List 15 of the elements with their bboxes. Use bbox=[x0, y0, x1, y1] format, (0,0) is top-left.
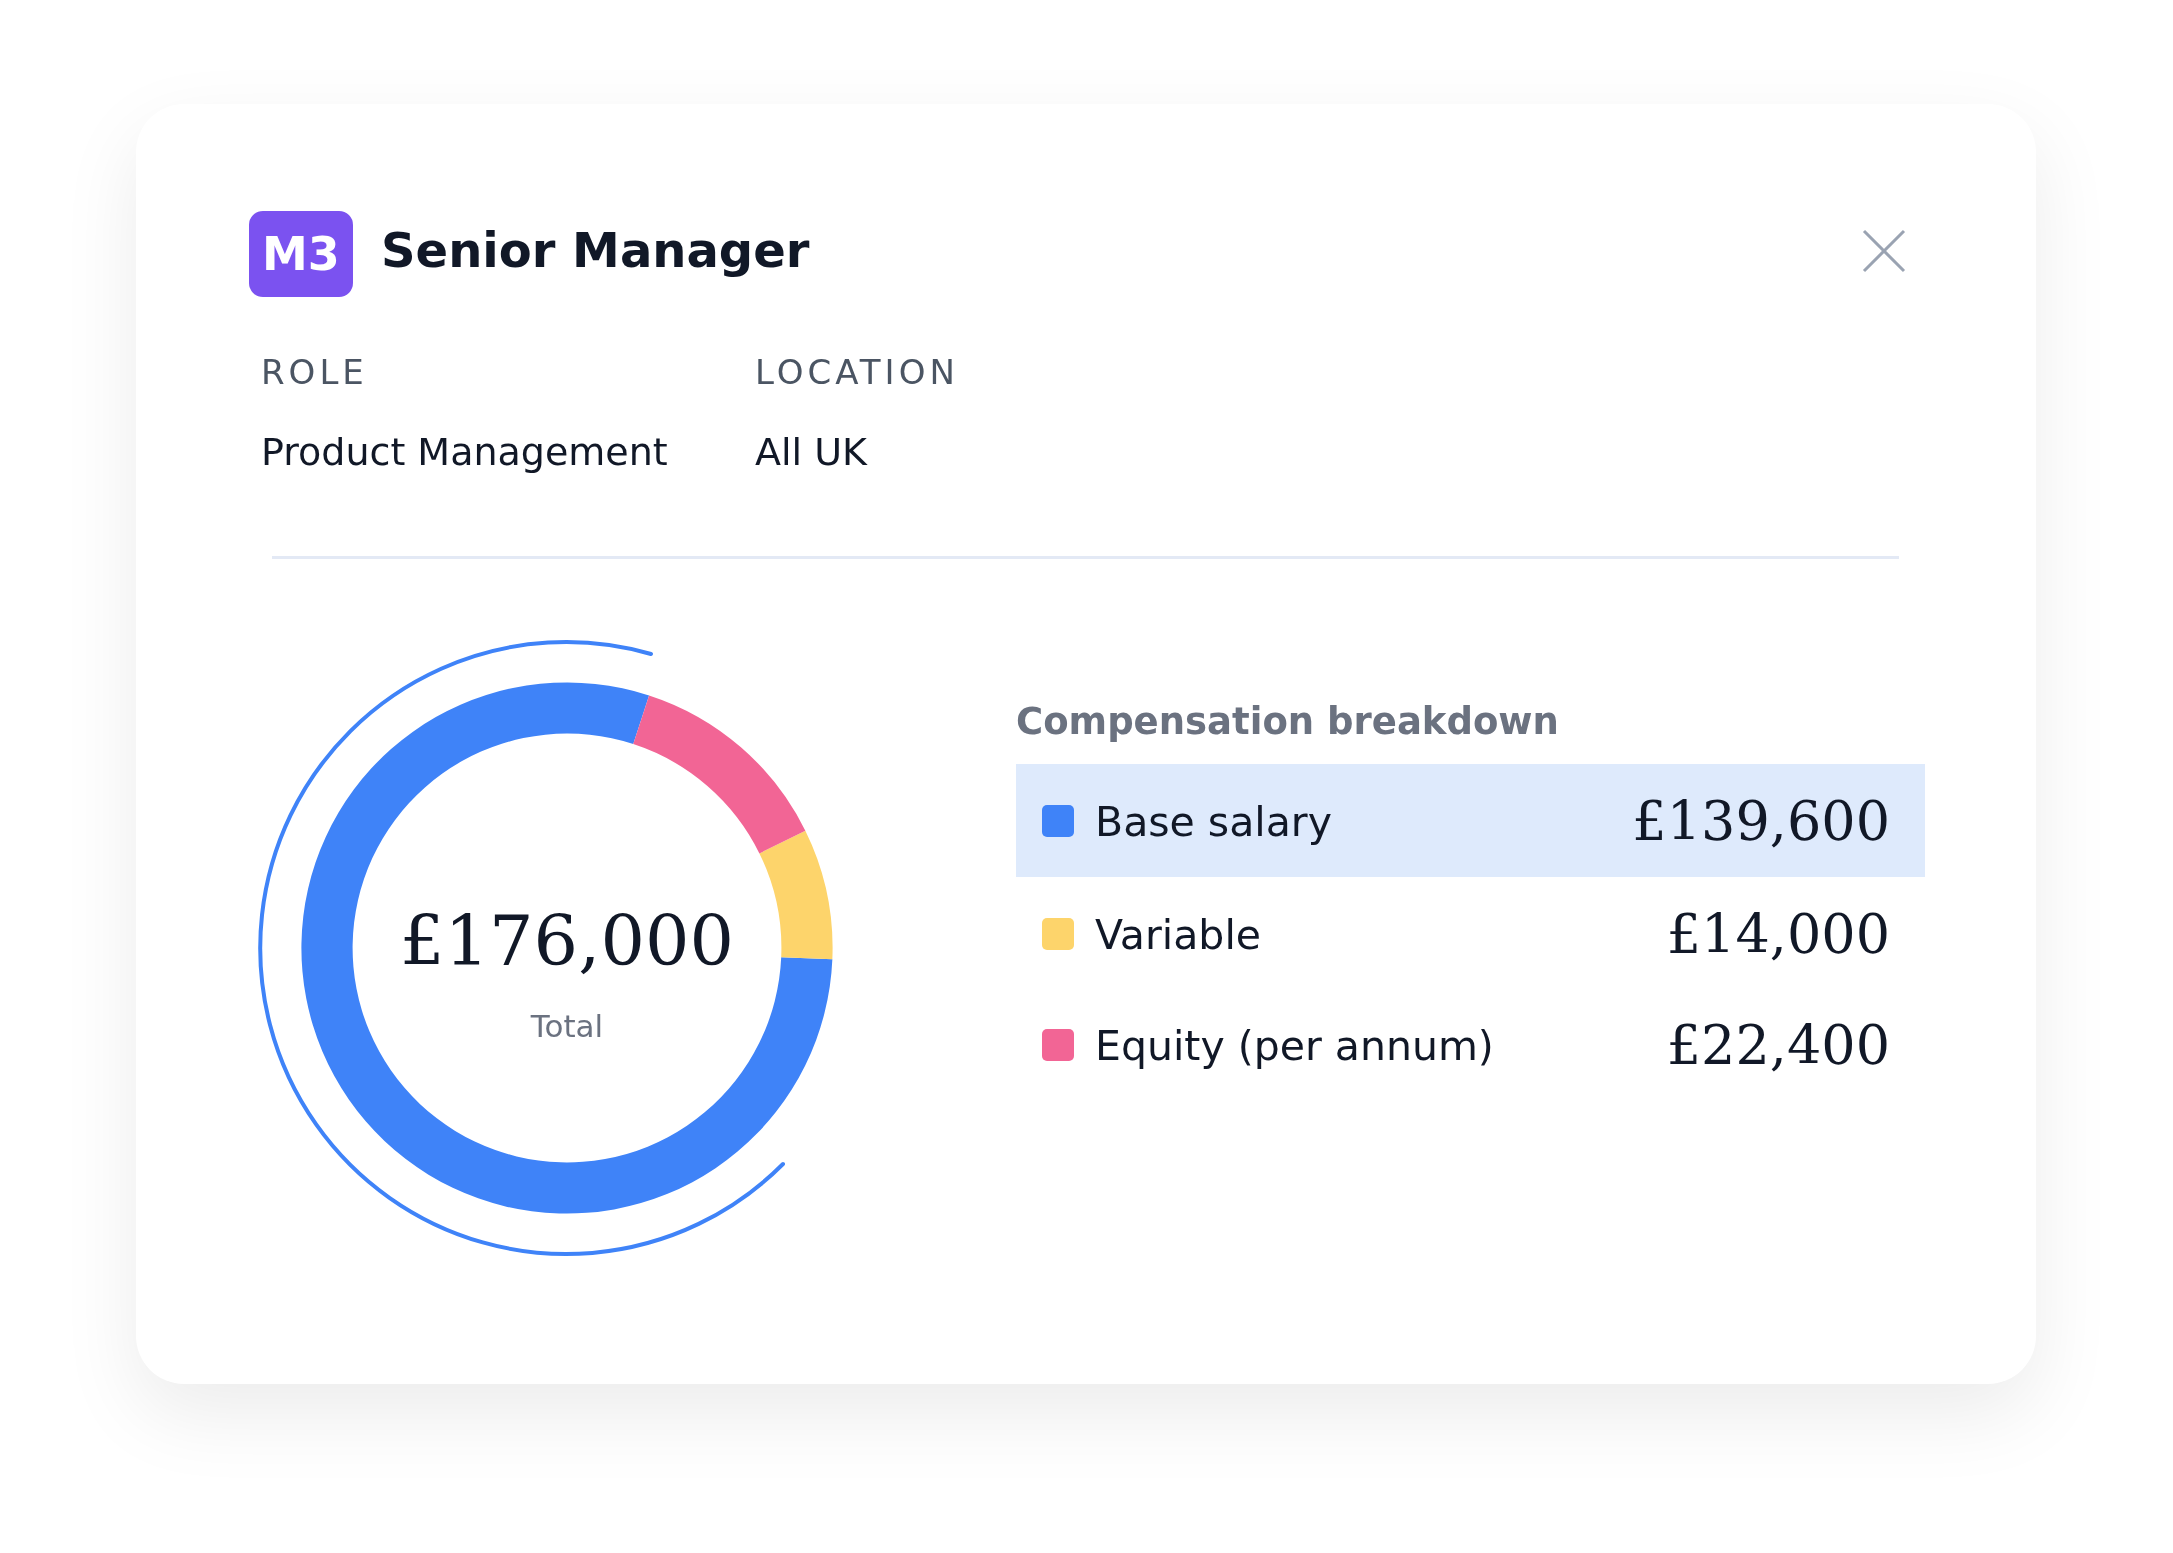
text: Compensation breakdown bbox=[1016, 700, 1559, 743]
text: M3 bbox=[249, 211, 353, 297]
text: Total bbox=[529, 1008, 605, 1044]
text: ROLE bbox=[261, 352, 368, 392]
text: LOCATION bbox=[755, 352, 959, 392]
text: All UK bbox=[755, 430, 867, 474]
data-label: £139,600 bbox=[1632, 790, 1890, 853]
text: Product Management bbox=[261, 430, 668, 474]
text: Senior Manager bbox=[381, 222, 810, 278]
legend-label: Base salary bbox=[1095, 798, 1332, 846]
legend-label: Variable bbox=[1095, 911, 1262, 959]
data-label: £14,000 bbox=[1666, 903, 1890, 966]
text: £176,000 bbox=[399, 900, 735, 982]
data-label: £22,400 bbox=[1666, 1014, 1890, 1077]
legend-label: Equity (per annum) bbox=[1095, 1022, 1494, 1070]
